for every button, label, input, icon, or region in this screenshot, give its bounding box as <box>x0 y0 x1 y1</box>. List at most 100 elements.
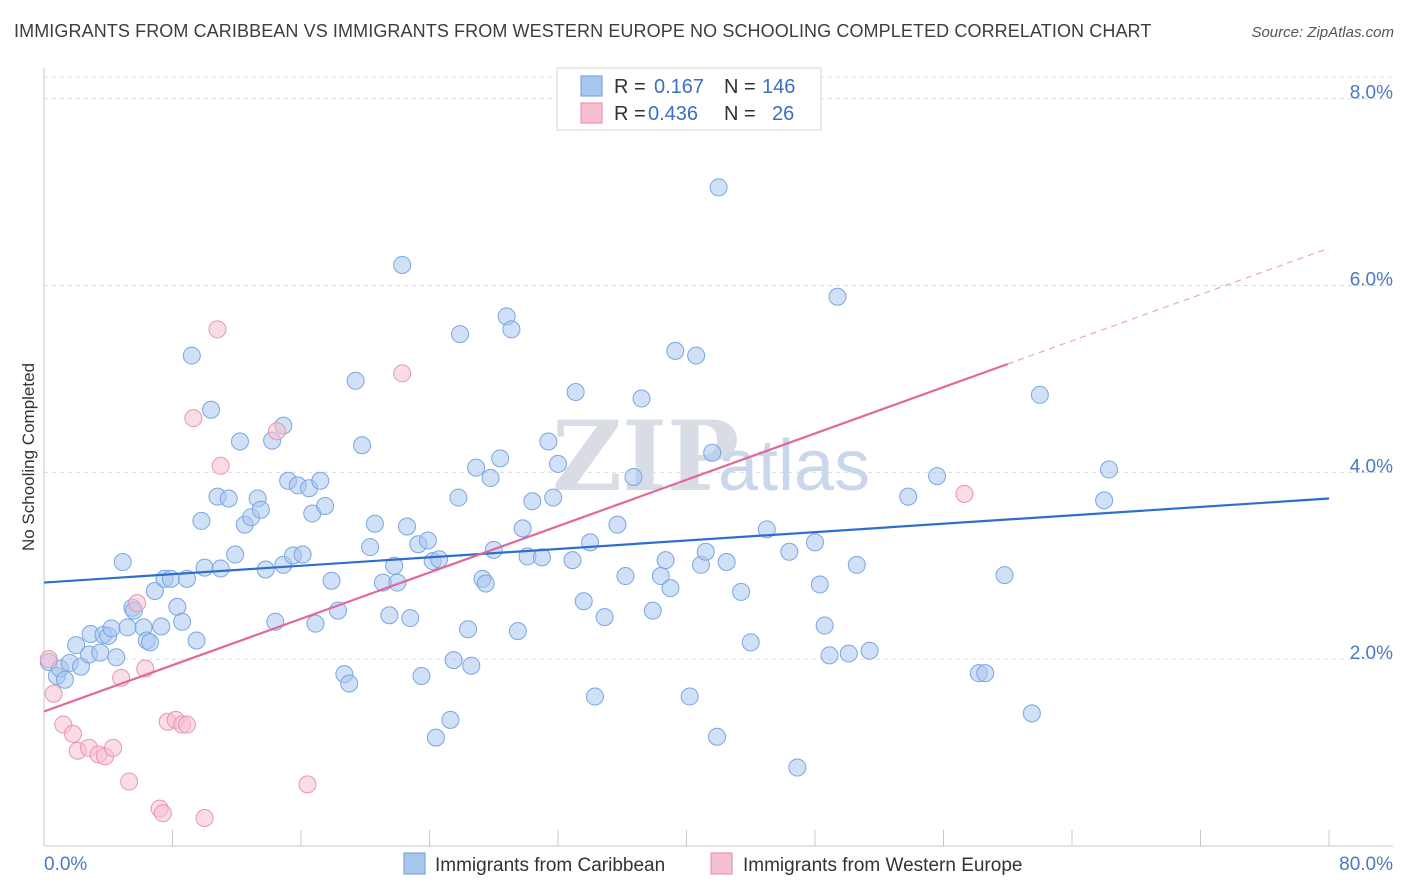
western-europe-point <box>208 320 227 339</box>
caribbean-point <box>839 644 858 663</box>
western-europe-trend-extension <box>1007 247 1330 365</box>
x-tick-label-min: 0.0% <box>44 854 87 875</box>
trend-lines <box>43 247 1330 713</box>
caribbean-point <box>441 710 460 729</box>
caribbean-point <box>709 178 728 197</box>
source-credit: Source: ZipAtlas.com <box>1251 24 1394 41</box>
western-europe-point <box>195 808 214 827</box>
caribbean-point <box>141 633 160 652</box>
caribbean-point <box>322 571 341 590</box>
caribbean-point <box>187 631 206 650</box>
caribbean-point <box>380 606 399 625</box>
x-tick-label-max: 80.0% <box>1339 854 1393 875</box>
caribbean-point <box>107 648 126 667</box>
caribbean-point <box>412 666 431 685</box>
caribbean-point <box>168 597 187 616</box>
caribbean-point <box>666 341 685 360</box>
caribbean-point <box>230 432 249 451</box>
caribbean-point <box>316 496 335 515</box>
caribbean-point <box>806 533 824 552</box>
bottom-legend: Immigrants from Caribbean Immigrants fro… <box>403 852 1022 876</box>
legend-r-value-caribbean: 0.167 <box>654 76 704 98</box>
caribbean-point <box>780 542 799 561</box>
western-europe-point <box>955 484 974 503</box>
caribbean-point <box>502 320 521 339</box>
caribbean-point <box>145 581 164 600</box>
caribbean-point <box>211 559 230 578</box>
caribbean-point <box>1099 460 1118 479</box>
caribbean-point <box>459 620 478 639</box>
axes <box>43 68 1393 847</box>
caribbean-point <box>393 255 412 274</box>
caribbean-point <box>788 758 807 777</box>
legend-n-label-western-europe: N = <box>724 103 756 125</box>
caribbean-point <box>426 728 445 747</box>
caribbean-point <box>717 553 736 572</box>
caribbean-point <box>346 371 365 390</box>
legend-n-value-caribbean: 146 <box>762 76 795 98</box>
caribbean-point <box>632 389 651 408</box>
legend-r-label-caribbean: R = <box>614 76 646 98</box>
western-europe-point <box>153 804 172 823</box>
y-tick-label: 4.0% <box>1350 456 1393 477</box>
western-europe-trend-line <box>43 362 1009 713</box>
caribbean-point <box>549 454 567 473</box>
caribbean-point <box>491 449 510 468</box>
legend-n-label-caribbean: N = <box>724 76 756 98</box>
western-europe-point <box>298 775 317 794</box>
caribbean-point <box>476 574 495 593</box>
caribbean-point <box>508 622 527 641</box>
caribbean-points <box>39 178 1118 777</box>
bottom-legend-label-western-europe: Immigrants from Western Europe <box>743 855 1022 876</box>
caribbean-point <box>444 651 463 670</box>
caribbean-point <box>365 514 384 533</box>
grid-lines <box>44 76 1393 660</box>
caribbean-point <box>118 618 137 637</box>
y-tick-label: 8.0% <box>1350 83 1393 104</box>
caribbean-point <box>995 566 1014 585</box>
caribbean-point <box>595 608 614 627</box>
caribbean-point <box>173 612 192 631</box>
caribbean-point <box>219 489 238 508</box>
caribbean-point <box>353 436 372 455</box>
caribbean-point <box>401 609 420 628</box>
caribbean-point <box>513 519 532 538</box>
legend-swatch-western-europe <box>580 102 603 124</box>
caribbean-point <box>847 555 866 574</box>
legend-r-label-western-europe: R = <box>614 103 646 125</box>
bottom-legend-swatch-caribbean <box>403 852 426 875</box>
caribbean-point <box>418 531 437 550</box>
caribbean-point <box>311 471 330 490</box>
caribbean-point <box>820 646 839 665</box>
caribbean-point <box>467 458 486 477</box>
caribbean-point <box>708 727 727 746</box>
caribbean-point <box>928 467 947 486</box>
legend-swatch-caribbean <box>580 75 603 97</box>
legend-n-value-western-europe: 26 <box>772 103 794 125</box>
caribbean-point <box>481 468 500 487</box>
western-europe-points <box>39 320 974 827</box>
western-europe-point <box>44 684 63 703</box>
legend: R = 0.167 N = 146 R = 0.436 N = 26 <box>556 67 822 131</box>
caribbean-point <box>91 643 110 662</box>
caribbean-point <box>67 636 86 655</box>
caribbean-point <box>195 558 214 577</box>
caribbean-trend-line <box>43 497 1330 584</box>
caribbean-point <box>608 515 627 534</box>
caribbean-point <box>703 443 722 462</box>
caribbean-point <box>361 538 380 557</box>
caribbean-point <box>293 545 312 564</box>
caribbean-point <box>687 346 706 365</box>
caribbean-point <box>696 542 715 561</box>
caribbean-point <box>661 579 680 598</box>
caribbean-point <box>732 582 751 601</box>
caribbean-point <box>251 500 270 519</box>
caribbean-point <box>680 687 699 706</box>
western-europe-point <box>104 738 123 757</box>
caribbean-point <box>451 325 470 344</box>
western-europe-point <box>393 364 412 383</box>
caribbean-point <box>976 664 995 683</box>
y-tick-label: 2.0% <box>1350 643 1393 664</box>
caribbean-point <box>624 468 643 487</box>
caribbean-point <box>1022 704 1041 723</box>
